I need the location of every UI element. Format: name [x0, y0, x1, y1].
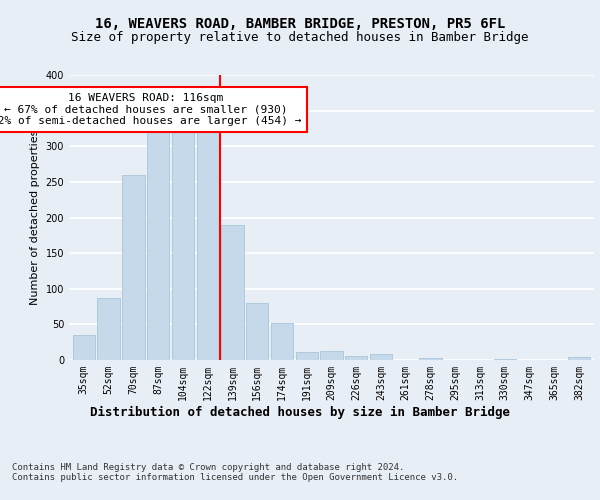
Text: 16 WEAVERS ROAD: 116sqm
← 67% of detached houses are smaller (930)
32% of semi-d: 16 WEAVERS ROAD: 116sqm ← 67% of detache… — [0, 93, 301, 126]
Bar — [122, 175, 145, 360]
Bar — [221, 224, 244, 360]
Text: Distribution of detached houses by size in Bamber Bridge: Distribution of detached houses by size … — [90, 406, 510, 419]
Bar — [568, 357, 590, 360]
Bar — [320, 352, 343, 360]
Text: Contains HM Land Registry data © Crown copyright and database right 2024.
Contai: Contains HM Land Registry data © Crown c… — [12, 463, 458, 482]
Bar — [246, 303, 268, 360]
Y-axis label: Number of detached properties: Number of detached properties — [30, 130, 40, 305]
Bar — [172, 125, 194, 360]
Bar — [197, 125, 219, 360]
Bar — [419, 358, 442, 360]
Bar — [73, 335, 95, 360]
Text: 16, WEAVERS ROAD, BAMBER BRIDGE, PRESTON, PR5 6FL: 16, WEAVERS ROAD, BAMBER BRIDGE, PRESTON… — [95, 18, 505, 32]
Bar — [271, 323, 293, 360]
Bar — [296, 352, 318, 360]
Text: Size of property relative to detached houses in Bamber Bridge: Size of property relative to detached ho… — [71, 31, 529, 44]
Bar — [370, 354, 392, 360]
Bar — [97, 298, 120, 360]
Bar — [147, 128, 169, 360]
Bar — [345, 356, 367, 360]
